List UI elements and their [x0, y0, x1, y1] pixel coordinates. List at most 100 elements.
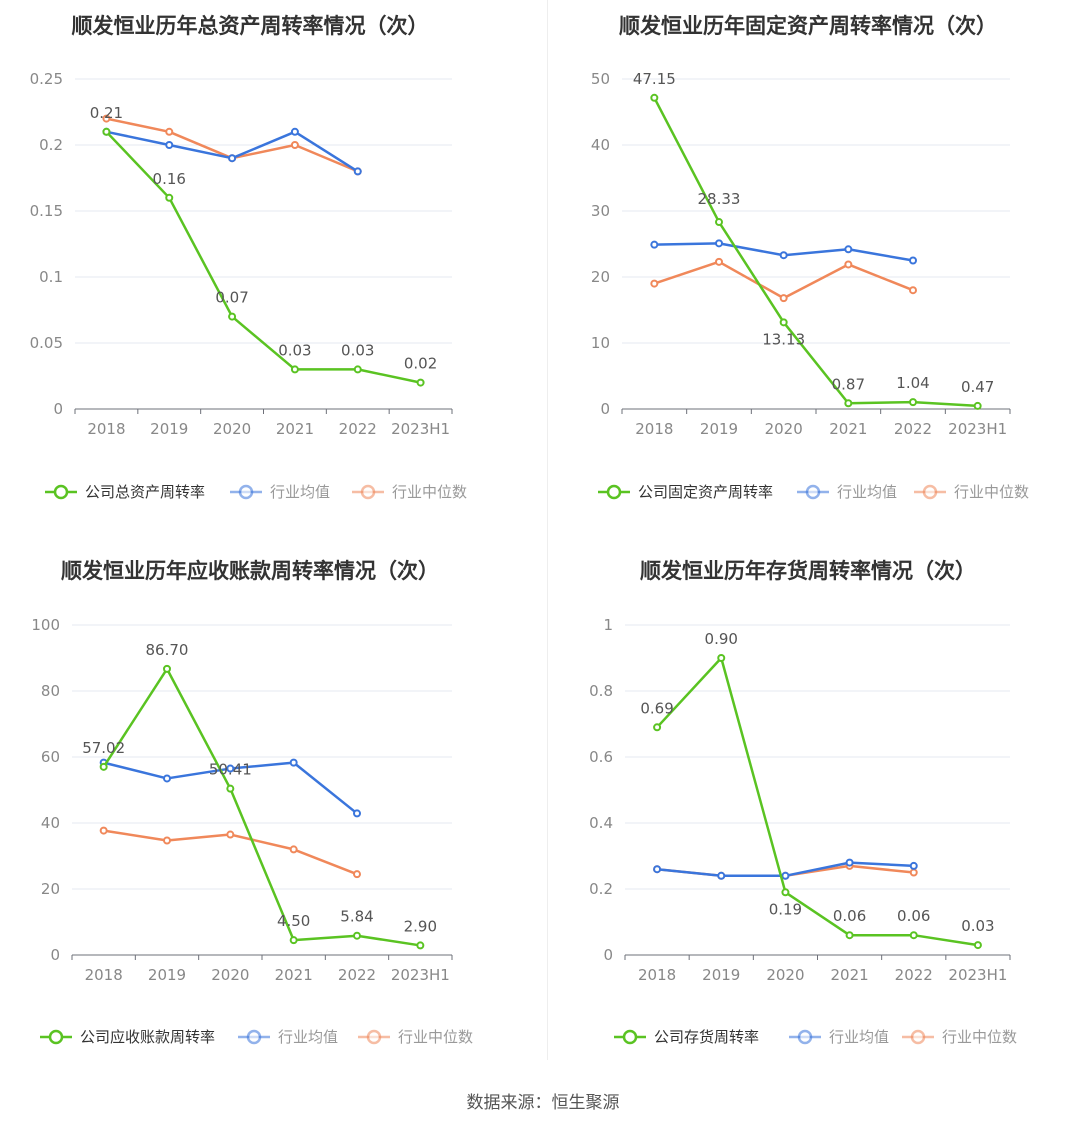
chart-svg: 顺发恒业历年总资产周转率情况（次） 0 0.05 0.1 0.15 0.2 0.25 2018…: [30, 14, 467, 501]
data-point-company: [973, 401, 982, 410]
data-point-avg: [165, 141, 174, 149]
data-source-note: 数据来源：恒生聚源: [466, 1093, 620, 1113]
data-label: 0.19: [769, 900, 802, 918]
legend-item-avg[interactable]: 行业均值: [238, 1028, 338, 1046]
data-point-avg: [779, 251, 788, 260]
y-tick-label: 0.2: [39, 136, 63, 154]
legend-marker-icon: [48, 1029, 64, 1045]
x-tick-label: 2018: [85, 966, 123, 984]
legend-item-company[interactable]: 公司总资产周转率: [45, 483, 205, 501]
legend-item-avg[interactable]: 行业均值: [797, 483, 897, 501]
legend-label: 行业均值: [837, 483, 897, 501]
data-label: 13.13: [762, 330, 805, 348]
x-tick-label: 2023H1: [948, 966, 1007, 984]
legend-item-company[interactable]: 公司固定资产周转率: [598, 483, 773, 501]
data-point-avg: [909, 861, 918, 870]
data-label: 0.07: [215, 289, 248, 307]
data-point-avg: [909, 256, 917, 265]
y-tick-label: 0.15: [30, 202, 63, 220]
y-tick-label: 0.25: [30, 70, 63, 88]
legend-marker-icon: [797, 1029, 813, 1045]
legend-item-avg[interactable]: 行业均值: [230, 483, 330, 501]
data-label: 0.03: [341, 341, 374, 359]
legend-item-median[interactable]: 行业中位数: [902, 1028, 1017, 1046]
chart-fixed-asset-turnover: 顺发恒业历年固定资产周转率情况（次） 0 10 20 30 40 50 2018 2019 202…: [548, 0, 1086, 545]
data-point-median: [844, 260, 853, 269]
data-label: 0.69: [640, 699, 673, 717]
legend-item-company[interactable]: 公司应收账款周转率: [40, 1028, 215, 1046]
data-point-company: [779, 318, 788, 327]
y-tick-label: 40: [41, 814, 60, 832]
y-tick-label: 0.8: [589, 682, 613, 700]
x-tick-label: 2018: [635, 420, 673, 438]
legend-label: 行业中位数: [398, 1028, 473, 1046]
data-point-median: [909, 868, 918, 877]
data-label: 0.16: [153, 170, 186, 188]
legend-marker-icon: [360, 484, 376, 500]
data-point-company: [102, 127, 111, 136]
legend-item-company[interactable]: 公司存货周转率: [614, 1028, 759, 1046]
x-tick-label: 2022: [338, 966, 376, 984]
y-tick-label: 10: [591, 334, 610, 352]
data-label: 0.06: [833, 907, 866, 925]
data-label: 0.03: [961, 917, 994, 935]
data-label: 0.47: [961, 378, 994, 396]
data-point-avg: [353, 167, 362, 176]
series-line-avg: [106, 130, 359, 173]
legend-item-median[interactable]: 行业中位数: [358, 1028, 473, 1046]
y-tick-label: 40: [591, 136, 610, 154]
data-label: 86.70: [146, 641, 189, 659]
chart-inventory-turnover: 顺发恒业历年存货周转率情况（次） 0 0.2 0.4 0.6 0.8 1 2018 2019 20…: [548, 545, 1086, 1090]
y-tick-label: 1: [603, 616, 613, 634]
data-point-company: [353, 931, 361, 940]
legend-marker-icon: [922, 484, 938, 500]
x-tick-label: 2020: [766, 966, 804, 984]
chart-svg: 顺发恒业历年固定资产周转率情况（次） 0 10 20 30 40 50 2018 2019 202…: [591, 14, 1029, 501]
data-point-company: [715, 218, 723, 227]
data-point-median: [165, 127, 174, 136]
legend-label: 行业均值: [829, 1028, 889, 1046]
x-tick-label: 2019: [148, 966, 186, 984]
y-tick-label: 100: [31, 616, 60, 634]
y-tick-label: 30: [591, 202, 610, 220]
x-tick-label: 2018: [87, 420, 125, 438]
series-line-company: [105, 130, 421, 384]
data-label: 4.50: [277, 912, 310, 930]
legend-label: 行业中位数: [392, 483, 467, 501]
x-tick-label: 2023H1: [391, 966, 450, 984]
x-tick-label: 2022: [339, 420, 377, 438]
legend-item-avg[interactable]: 行业均值: [789, 1028, 889, 1046]
y-tick-label: 0: [603, 946, 613, 964]
data-point-company: [909, 398, 917, 407]
legend-item-median[interactable]: 行业中位数: [914, 483, 1029, 501]
x-tick-label: 2022: [895, 966, 933, 984]
data-point-avg: [228, 154, 237, 163]
data-point-avg: [844, 245, 853, 254]
y-tick-label: 80: [41, 682, 60, 700]
data-point-median: [290, 141, 299, 149]
data-point-median: [226, 830, 235, 839]
data-point-company: [226, 784, 235, 793]
data-point-company: [973, 941, 982, 950]
data-point-avg: [653, 865, 662, 874]
data-point-median: [715, 257, 723, 266]
y-tick-label: 0.6: [589, 748, 613, 766]
x-tick-label: 2021: [829, 420, 867, 438]
legend-label: 行业均值: [270, 483, 330, 501]
legend-label: 公司应收账款周转率: [80, 1028, 215, 1046]
data-point-median: [909, 286, 917, 295]
data-point-median: [353, 870, 361, 879]
data-label: 2.90: [404, 917, 437, 935]
y-tick-label: 20: [41, 880, 60, 898]
y-tick-label: 50: [591, 70, 610, 88]
data-point-median: [289, 845, 298, 854]
legend-marker-icon: [53, 484, 69, 500]
data-label: 50.41: [209, 761, 252, 779]
x-tick-label: 2023H1: [948, 420, 1007, 438]
series-line-company: [656, 656, 979, 947]
legend-item-median[interactable]: 行业中位数: [352, 483, 467, 501]
data-point-company: [909, 931, 918, 940]
x-tick-label: 2021: [275, 966, 313, 984]
data-point-company: [844, 399, 853, 408]
data-point-median: [99, 826, 108, 835]
